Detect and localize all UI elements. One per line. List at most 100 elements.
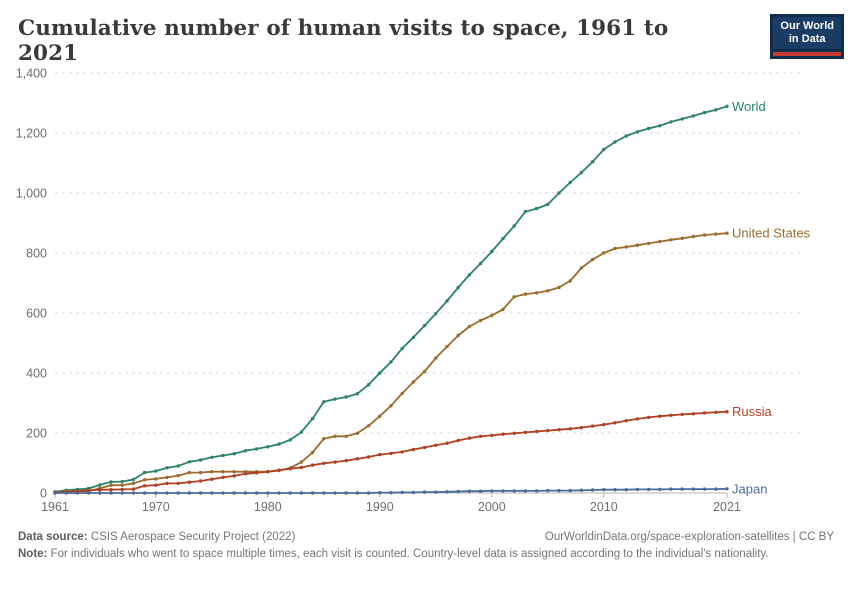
owid-link[interactable]: OurWorldinData.org/space-exploration-sat… [544,531,834,543]
japan-point[interactable] [646,487,651,492]
japan-point[interactable] [120,491,124,495]
japan-point[interactable] [86,491,91,495]
united-states-point[interactable] [714,232,718,236]
united-states-point[interactable] [602,251,606,255]
russia-point[interactable] [714,410,718,414]
series-label-world[interactable]: World [732,99,766,114]
japan-point[interactable] [512,489,516,493]
japan-point[interactable] [75,491,80,495]
japan-point[interactable] [64,491,68,495]
world-point[interactable] [646,126,651,131]
russia-point[interactable] [669,413,673,417]
series-label-japan[interactable]: Japan [732,481,767,496]
united-states-point[interactable] [613,246,617,251]
russia-point[interactable] [232,474,236,478]
japan-point[interactable] [624,488,628,492]
world-point[interactable] [590,160,595,164]
united-states-point[interactable] [378,414,382,418]
united-states-point[interactable] [557,285,561,290]
line-chart[interactable]: 0 200 400 600 800 1,000 1,200 1,400 1961 1970 1980… [0,0,850,530]
world-point[interactable] [232,452,236,456]
russia-point[interactable] [142,484,147,488]
russia-point[interactable] [534,429,539,434]
japan-point[interactable] [221,491,225,495]
united-states-point[interactable] [165,475,169,480]
series-label-russia[interactable]: Russia [732,404,773,419]
world-point[interactable] [445,299,449,303]
world-point[interactable] [546,202,550,207]
japan-point[interactable] [434,490,438,494]
russia-point[interactable] [378,452,382,457]
united-states-point[interactable] [590,257,595,262]
united-states-point[interactable] [366,424,371,428]
russia-point[interactable] [725,410,729,414]
world-point[interactable] [165,466,169,470]
world-point[interactable] [154,469,158,473]
japan-point[interactable] [422,490,427,494]
japan-point[interactable] [400,490,404,495]
united-states-point[interactable] [322,437,326,441]
world-point[interactable] [411,335,416,339]
world-point[interactable] [322,400,326,404]
world-point[interactable] [344,395,348,399]
united-states-point[interactable] [512,295,516,299]
japan-point[interactable] [266,491,270,495]
japan-point[interactable] [534,489,539,493]
world-point[interactable] [658,124,662,128]
russia-point[interactable] [568,427,572,431]
world-point[interactable] [243,449,248,453]
russia-point[interactable] [590,424,595,428]
russia-point[interactable] [523,430,528,435]
united-states-point[interactable] [501,307,505,312]
world-point[interactable] [456,285,460,290]
japan-point[interactable] [691,487,696,491]
japan-point[interactable] [366,491,371,495]
russia-point[interactable] [187,480,192,484]
world-point[interactable] [557,191,561,195]
united-states-point[interactable] [702,233,707,237]
united-states-point[interactable] [198,470,203,475]
united-states-point[interactable] [669,238,673,242]
russia-point[interactable] [456,438,460,443]
russia-point[interactable] [658,414,662,418]
russia-point[interactable] [478,434,483,438]
russia-point[interactable] [154,483,158,487]
united-states-point[interactable] [534,291,539,295]
japan-point[interactable] [456,489,460,494]
united-states-point[interactable] [658,239,662,244]
russia-point[interactable] [624,419,628,423]
russia-point[interactable] [266,470,270,474]
world-point[interactable] [478,261,483,266]
russia-point[interactable] [512,431,516,435]
united-states-point[interactable] [120,483,124,487]
united-states-point[interactable] [232,470,236,474]
japan-point[interactable] [411,490,416,495]
russia-point[interactable] [277,468,281,472]
united-states-point[interactable] [568,279,572,283]
world-point[interactable] [635,130,640,134]
japan-point[interactable] [333,491,337,495]
united-states-point[interactable] [624,245,628,249]
japan-point[interactable] [613,488,617,492]
series-japan[interactable]: Japan [53,481,767,496]
russia-point[interactable] [131,487,136,491]
japan-point[interactable] [669,487,673,491]
japan-point[interactable] [98,491,102,495]
japan-point[interactable] [355,491,360,495]
united-states-point[interactable] [691,234,696,239]
japan-point[interactable] [579,488,584,492]
russia-point[interactable] [490,433,494,438]
world-point[interactable] [501,236,505,241]
world-point[interactable] [613,140,617,144]
world-point[interactable] [568,180,572,185]
world-point[interactable] [602,147,606,152]
russia-point[interactable] [366,455,371,459]
world-line[interactable] [54,105,728,493]
russia-point[interactable] [411,447,416,452]
russia-point[interactable] [176,481,180,486]
japan-point[interactable] [658,487,662,492]
russia-point[interactable] [288,467,292,471]
world-point[interactable] [467,273,472,277]
russia-point[interactable] [445,441,449,445]
world-point[interactable] [490,249,494,254]
